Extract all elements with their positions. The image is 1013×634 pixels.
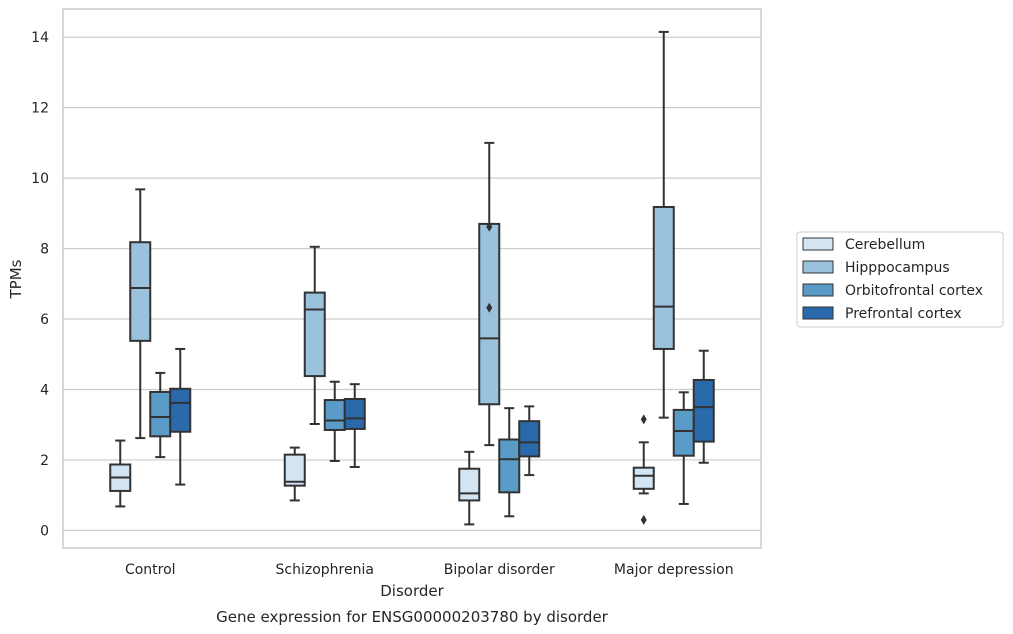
plot-area-frame [62, 8, 762, 549]
x-tick-label: Major depression [614, 562, 734, 578]
box [458, 467, 481, 502]
legend-label: Cerebellum [845, 237, 925, 253]
y-tick-label: 14 [31, 30, 49, 46]
outlier-point [486, 221, 493, 232]
y-tick-label: 2 [40, 453, 49, 469]
legend-swatch [802, 260, 834, 274]
x-tick-label: Control [125, 562, 176, 578]
box [498, 438, 521, 494]
y-axis-label: TPMs [7, 259, 25, 299]
x-tick-label: Bipolar disorder [444, 562, 555, 578]
chart-title: Gene expression for ENSG00000203780 by d… [216, 608, 609, 626]
box [343, 397, 366, 430]
x-axis-ticks: Control Schizophrenia Bipolar disorder Majo… [125, 562, 734, 578]
box [169, 387, 192, 433]
outlier-point [486, 302, 493, 313]
box [283, 453, 306, 487]
legend-swatch [802, 283, 834, 297]
legend-frame [796, 231, 1004, 328]
legend-swatch [802, 237, 834, 251]
y-axis-ticks: 0 2 4 6 8 10 12 14 [31, 30, 49, 539]
y-tick-label: 12 [31, 101, 49, 117]
box [129, 241, 152, 342]
legend-label: Orbitofrontal cortex [845, 283, 983, 299]
box [149, 390, 172, 438]
box [478, 222, 501, 406]
x-tick-label: Schizophrenia [276, 562, 374, 578]
outlier-point [640, 514, 647, 525]
box [672, 408, 695, 457]
y-tick-label: 0 [40, 523, 49, 539]
box [303, 291, 326, 378]
box [632, 466, 655, 490]
box [323, 399, 346, 431]
legend-label: Hipppocampus [845, 260, 950, 276]
outlier-point [640, 414, 647, 425]
y-tick-label: 10 [31, 171, 49, 187]
y-tick-label: 6 [40, 312, 49, 328]
legend-swatch [802, 306, 834, 320]
box [652, 205, 675, 350]
x-axis-label: Disorder [380, 582, 444, 600]
box [518, 420, 541, 458]
box [692, 378, 715, 443]
box-series [109, 30, 715, 526]
legend: Cerebellum Hipppocampus Orbitofrontal cort… [796, 231, 1004, 328]
legend-label: Prefrontal cortex [845, 306, 962, 322]
y-tick-label: 8 [40, 242, 49, 258]
y-tick-label: 4 [40, 382, 49, 398]
